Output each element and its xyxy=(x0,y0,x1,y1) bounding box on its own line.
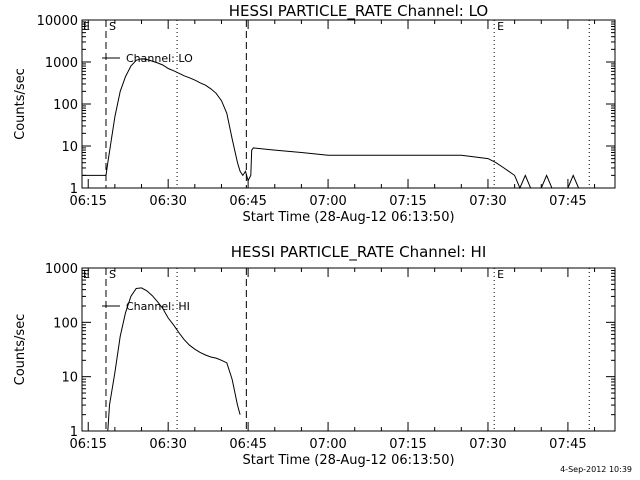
x-tick-label: 06:30 xyxy=(149,437,186,452)
marker-label: S xyxy=(109,20,116,33)
y-tick-label: 1 xyxy=(70,182,78,197)
panel-hi: HESSI PARTICLE_RATE Channel: HI 1 10 100 100… xyxy=(13,243,616,468)
x-tick-label: 07:00 xyxy=(309,437,346,452)
x-tick-label: 07:45 xyxy=(549,194,586,209)
x-tick-label: 07:00 xyxy=(309,194,346,209)
y-axis-label: Counts/sec xyxy=(13,68,28,140)
y-axis-label: Counts/sec xyxy=(13,314,28,386)
series-line xyxy=(107,287,241,432)
x-tick-label: 07:30 xyxy=(469,437,506,452)
edge-marker-label: E xyxy=(83,20,90,33)
legend-label: Channel: LO xyxy=(126,52,193,65)
legend-label: Channel: HI xyxy=(126,300,190,313)
y-tick-label: 1 xyxy=(70,425,78,440)
y-tick-label: 10 xyxy=(61,371,78,386)
x-tick-label: 07:15 xyxy=(389,437,426,452)
marker-label: E xyxy=(497,20,504,33)
y-tick-label: 100 xyxy=(53,316,78,331)
plot-frame xyxy=(81,267,616,432)
marker-label: S xyxy=(109,268,116,281)
plot-frame xyxy=(81,19,616,189)
chart-title: HESSI PARTICLE_RATE Channel: HI xyxy=(231,243,487,262)
panel-lo: HESSI PARTICLE_RATE Channel: LO 1 10 100 100… xyxy=(13,2,616,225)
timestamp-label: 4-Sep-2012 10:39 xyxy=(560,465,632,474)
x-tick-label: 06:15 xyxy=(69,194,106,209)
y-tick-label: 1000 xyxy=(45,56,78,71)
x-tick-label: 06:45 xyxy=(229,437,266,452)
marker-label: E xyxy=(497,268,504,281)
x-axis-label: Start Time (28-Aug-12 06:13:50) xyxy=(242,453,454,468)
chart-title: HESSI PARTICLE_RATE Channel: LO xyxy=(229,2,488,21)
x-tick-label: 07:15 xyxy=(389,194,426,209)
x-tick-label: 06:45 xyxy=(229,194,266,209)
y-tick-label: 10000 xyxy=(37,14,78,29)
y-tick-label: 10 xyxy=(61,140,78,155)
x-tick-label: 06:30 xyxy=(149,194,186,209)
x-tick-label: 07:30 xyxy=(469,194,506,209)
series-line xyxy=(82,58,580,190)
x-tick-label: 06:15 xyxy=(69,437,106,452)
x-tick-label: 07:45 xyxy=(549,437,586,452)
y-tick-label: 100 xyxy=(53,98,78,113)
edge-marker-label: E xyxy=(83,268,90,281)
x-axis-label: Start Time (28-Aug-12 06:13:50) xyxy=(242,210,454,225)
y-tick-label: 1000 xyxy=(45,262,78,277)
